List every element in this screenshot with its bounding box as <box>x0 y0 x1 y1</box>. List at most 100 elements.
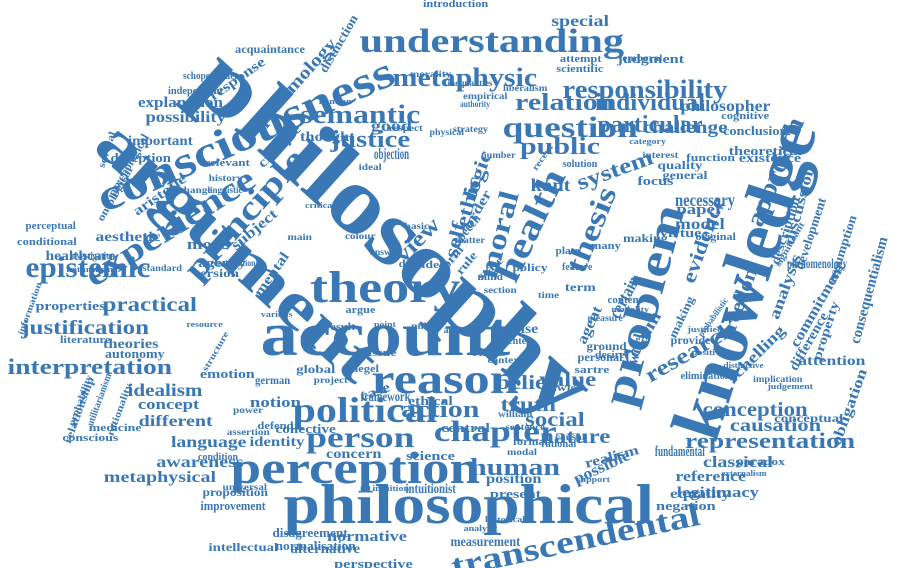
word-173: kantian <box>318 97 352 106</box>
word-191: externalism <box>721 469 767 478</box>
word-113: science <box>405 447 455 463</box>
word-230: issue <box>367 346 396 359</box>
word-139: ethical <box>407 392 453 408</box>
word-171: authority <box>460 98 490 109</box>
word-92: assumption <box>823 212 860 284</box>
word-32: public <box>519 134 601 160</box>
word-150: perceptual <box>24 221 76 232</box>
word-9: reason <box>371 357 520 403</box>
word-107: disagreement <box>272 524 348 540</box>
word-185: cognitive <box>721 111 770 122</box>
word-246: consideration <box>210 257 256 268</box>
word-195: original <box>694 232 736 243</box>
word-162: relevant <box>204 156 250 169</box>
word-218: resource <box>185 320 223 329</box>
word-186: conceptual <box>773 411 843 425</box>
word-258: power <box>233 404 263 415</box>
word-164: scientific <box>556 64 604 75</box>
word-111: intuitionist <box>405 482 456 497</box>
word-219: various <box>260 310 293 319</box>
word-242: temporal <box>618 52 662 63</box>
word-209: analytic <box>463 524 497 533</box>
word-248: critical <box>305 201 335 210</box>
word-65: deception <box>109 149 171 165</box>
word-236: william <box>497 408 532 419</box>
word-245: linguistic <box>207 184 243 195</box>
word-206: causal <box>554 431 586 442</box>
word-50: practical <box>102 294 197 316</box>
word-51: idealism <box>127 380 203 400</box>
word-176: respect <box>388 122 423 133</box>
word-181: general <box>662 168 708 182</box>
word-203: sartre <box>574 363 610 376</box>
word-214: naturalism <box>65 265 113 274</box>
word-192: elimination <box>680 369 731 382</box>
word-38: representation <box>684 428 856 453</box>
word-58: concept <box>137 396 199 413</box>
word-231: hegel <box>351 364 379 375</box>
word-178: ideal <box>358 161 382 172</box>
word-104: alternative <box>290 542 360 557</box>
word-208: historical <box>485 515 525 524</box>
word-43: value <box>539 369 597 391</box>
word-59: notion <box>249 394 301 411</box>
word-3: account <box>260 301 510 369</box>
word-213: standard <box>142 262 182 273</box>
word-207: rational <box>540 437 576 450</box>
word-8: perception <box>230 442 480 493</box>
word-146: independent <box>167 86 223 97</box>
word-47: kant <box>529 175 571 195</box>
word-222: personal <box>577 350 623 364</box>
word-167: inequalities <box>447 77 493 88</box>
word-201: desire <box>595 348 625 361</box>
word-24: relation <box>515 90 615 116</box>
word-49: justification <box>21 317 149 339</box>
word-56: language <box>170 434 246 451</box>
word-244: history <box>208 172 242 183</box>
word-55: metaphysical <box>103 469 217 486</box>
word-255: point <box>374 320 396 329</box>
word-82: existence <box>738 149 802 165</box>
word-112: concern <box>325 447 381 462</box>
word-143: special <box>551 13 609 30</box>
word-105: perspective <box>333 555 413 568</box>
word-57: different <box>138 413 213 430</box>
word-229: other <box>470 346 502 359</box>
word-48: interpretation <box>7 354 173 379</box>
word-20: person <box>305 421 415 454</box>
word-260: modality <box>611 305 650 314</box>
word-158: literature <box>59 335 111 346</box>
word-169: morality <box>409 68 451 79</box>
word-170: liberalism <box>502 82 547 93</box>
word-210: intuition <box>371 484 409 493</box>
word-78: challenge <box>642 117 728 137</box>
word-198: provide <box>669 333 711 347</box>
word-25: individual <box>594 90 706 116</box>
word-101: negation <box>656 497 716 513</box>
word-97: reference <box>674 468 746 485</box>
word-18: chapter <box>433 415 557 448</box>
word-225: idea <box>421 258 447 271</box>
word-135: thought <box>299 130 355 145</box>
word-42: belief <box>495 372 554 394</box>
word-17: epistemic <box>25 251 151 284</box>
word-39: human <box>469 455 561 481</box>
word-114: position <box>485 472 542 487</box>
word-142: global <box>295 362 335 376</box>
word-33: particular <box>597 112 703 138</box>
word-76: agency <box>198 254 247 270</box>
word-96: classical <box>703 454 773 471</box>
word-228: plato <box>555 246 581 257</box>
word-220: context <box>487 354 523 365</box>
word-19: question <box>502 111 638 144</box>
word-190: paradox <box>735 455 785 468</box>
word-262: interest <box>641 149 678 160</box>
word-54: awareness <box>156 454 244 471</box>
word-163: attempt <box>559 54 601 65</box>
word-110: proposition <box>202 485 269 499</box>
word-205: rawls <box>543 381 576 394</box>
word-7: theory <box>309 263 461 312</box>
word-221: section <box>483 284 517 295</box>
word-234: formal <box>512 437 548 448</box>
